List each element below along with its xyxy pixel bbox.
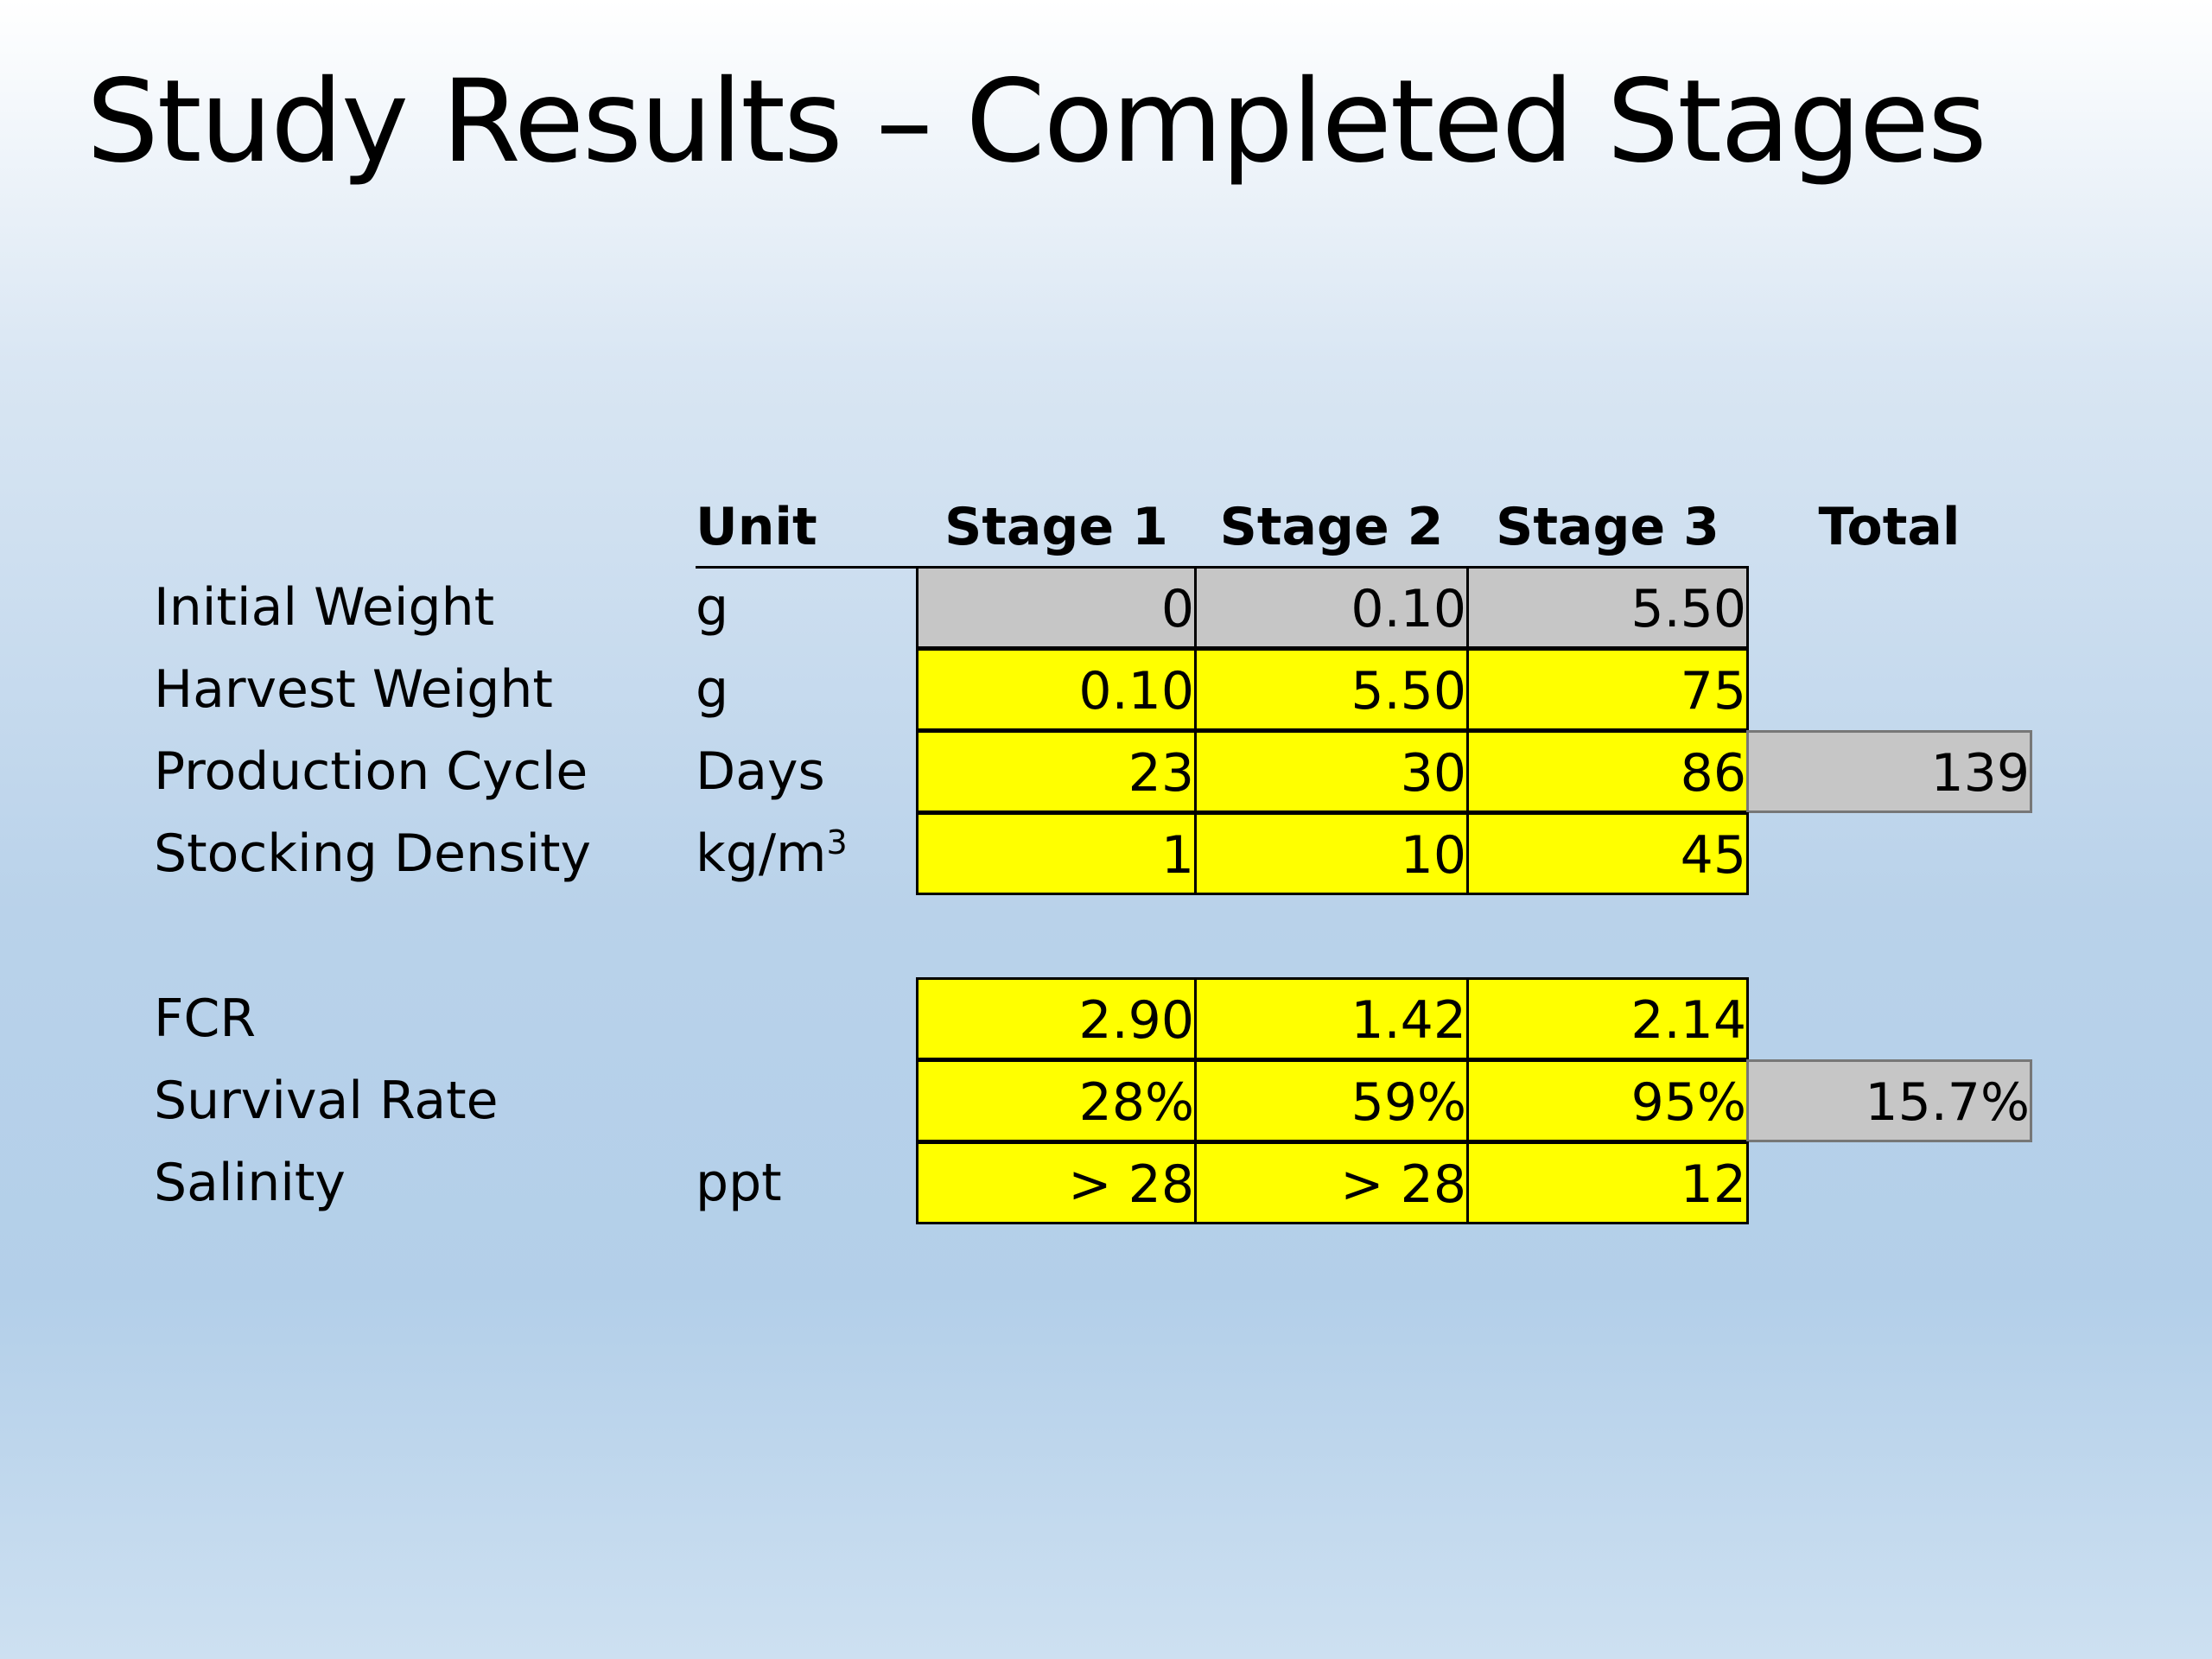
cell-fcr-stage-2: 1.42 [1194,977,1469,1060]
cell-harvest-weight-stage-1: 0.10 [916,648,1197,731]
cell-harvest-weight-stage-2: 5.50 [1194,648,1469,731]
row-unit-stocking-density-superscript: 3 [826,823,848,861]
header-stage-2: Stage 2 [1219,497,1444,557]
row-unit-stocking-density-base: kg/m [696,823,827,884]
cell-salinity-stage-2: > 28 [1194,1141,1469,1224]
cell-production-cycle-total: 139 [1746,730,2032,813]
header-stage-3: Stage 3 [1496,497,1719,557]
cell-harvest-weight-stage-3: 75 [1466,648,1749,731]
cell-salinity-stage-3: 12 [1466,1141,1749,1224]
cell-initial-weight-stage-3: 5.50 [1466,566,1749,649]
row-label-stocking-density: Stocking Density [154,823,592,884]
cell-fcr-stage-1: 2.90 [916,977,1197,1060]
row-unit-production-cycle: Days [696,741,825,802]
cell-production-cycle-stage-1: 23 [916,730,1197,813]
cell-survival-rate-stage-3: 95% [1466,1059,1749,1142]
row-label-salinity: Salinity [154,1153,346,1213]
cell-survival-rate-total: 15.7% [1746,1059,2032,1142]
row-label-fcr: FCR [154,988,257,1049]
cell-stocking-density-stage-3: 45 [1466,812,1749,895]
row-label-harvest-weight: Harvest Weight [154,659,553,720]
cell-fcr-stage-3: 2.14 [1466,977,1749,1060]
cell-initial-weight-stage-2: 0.10 [1194,566,1469,649]
cell-production-cycle-stage-2: 30 [1194,730,1469,813]
cell-stocking-density-stage-1: 1 [916,812,1197,895]
header-stage-1: Stage 1 [944,497,1168,557]
cell-production-cycle-stage-3: 86 [1466,730,1749,813]
header-unit: Unit [696,486,917,569]
cell-stocking-density-stage-2: 10 [1194,812,1469,895]
cell-survival-rate-stage-1: 28% [916,1059,1197,1142]
cell-survival-rate-stage-2: 59% [1194,1059,1469,1142]
slide-title: Study Results – Completed Stages [86,55,1987,188]
row-label-production-cycle: Production Cycle [154,741,588,802]
row-label-initial-weight: Initial Weight [154,577,495,638]
cell-salinity-stage-1: > 28 [916,1141,1197,1224]
row-unit-stocking-density: kg/m3 [696,812,848,895]
cell-initial-weight-stage-1: 0 [916,566,1197,649]
row-label-survival-rate: Survival Rate [154,1071,499,1131]
row-unit-initial-weight: g [696,577,729,638]
row-unit-salinity: ppt [696,1153,782,1213]
row-unit-harvest-weight: g [696,659,729,720]
header-total: Total [1818,497,1961,557]
